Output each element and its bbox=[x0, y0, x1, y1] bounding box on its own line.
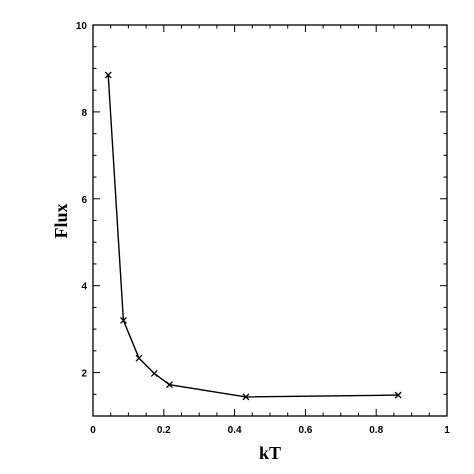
axis-ticks bbox=[92, 24, 448, 416]
x-axis-title: kT bbox=[259, 443, 281, 463]
data-point bbox=[135, 354, 143, 362]
y-axis-title: Flux bbox=[51, 203, 71, 238]
data-point bbox=[394, 391, 402, 399]
x-tick-label: 0 bbox=[90, 425, 96, 436]
y-tick-label: 2 bbox=[81, 369, 87, 380]
y-tick-label: 4 bbox=[81, 282, 87, 293]
plot-frame bbox=[92, 24, 448, 417]
x-tick-label: 0.2 bbox=[157, 425, 171, 436]
x-tick-label: 1 bbox=[444, 425, 450, 436]
data-point bbox=[242, 393, 250, 401]
x-tick-label: 0.6 bbox=[298, 425, 312, 436]
series-line bbox=[107, 74, 399, 398]
tick-labels: 0 0.2 0.4 0.6 0.8 1 2 4 6 8 10 bbox=[76, 21, 450, 436]
y-tick-label: 10 bbox=[76, 21, 88, 32]
y-tick-label: 6 bbox=[81, 195, 87, 206]
data-point bbox=[166, 381, 173, 389]
x-tick-label: 0.4 bbox=[228, 425, 242, 436]
data-point bbox=[104, 71, 112, 79]
series-layer bbox=[104, 71, 402, 401]
y-tick-label: 8 bbox=[81, 108, 87, 119]
data-point bbox=[150, 369, 158, 377]
x-tick-label: 0.8 bbox=[369, 425, 383, 436]
data-point bbox=[119, 316, 127, 324]
